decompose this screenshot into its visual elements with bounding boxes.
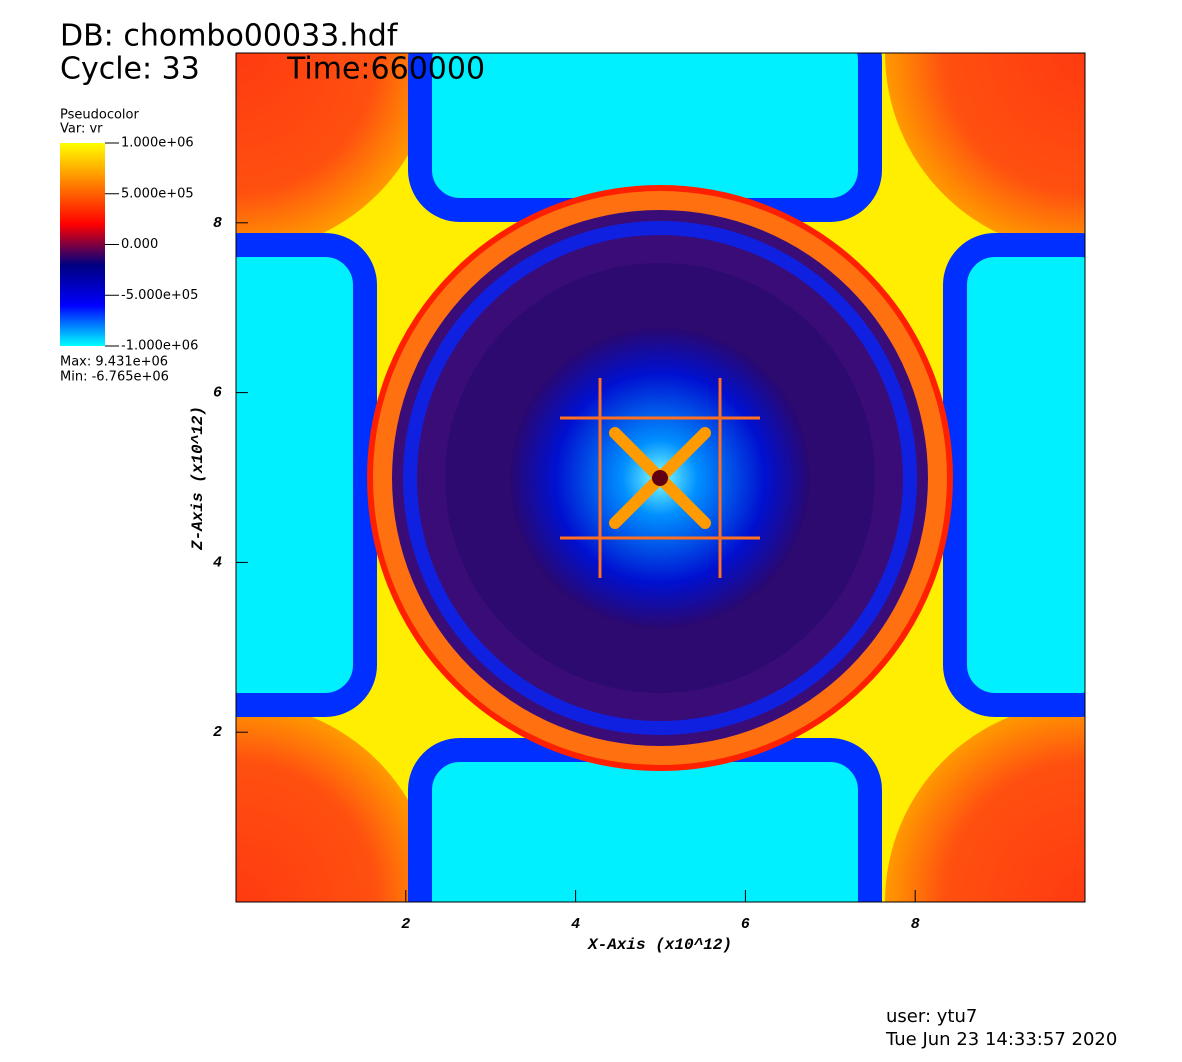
cycle: Cycle: 33: [60, 52, 200, 87]
colorbar: [60, 143, 105, 346]
date: Tue Jun 23 14:33:57 2020: [885, 1029, 1117, 1050]
legend-min: Min: -6.765e+06: [60, 370, 169, 385]
db-title: DB: chombo00033.hdf: [60, 19, 399, 54]
legend-title: Pseudocolor: [60, 108, 139, 123]
x-tick-label: 6: [741, 916, 750, 933]
y-tick-label: 8: [213, 215, 222, 232]
x-tick-label: 2: [401, 916, 410, 933]
colorbar-tick-label: -1.000e+06: [121, 339, 198, 354]
colorbar-tick-label: 5.000e+05: [121, 186, 194, 201]
field-image: [236, 53, 1085, 902]
y-tick-label: 6: [213, 385, 222, 402]
colorbar-tick-label: 1.000e+06: [121, 136, 194, 151]
user: user: ytu7: [886, 1006, 977, 1027]
y-tick-label: 2: [213, 724, 222, 741]
time: Time:660000: [286, 52, 485, 87]
y-axis-label: Z-Axis (x10^12): [189, 406, 207, 551]
colorbar-tick-label: 0.000: [121, 237, 158, 252]
legend-max: Max: 9.431e+06: [60, 355, 168, 370]
colorbar-tick-label: -5.000e+05: [121, 288, 198, 303]
legend-var: Var: vr: [60, 122, 103, 137]
x-axis-label: X-Axis (x10^12): [587, 936, 732, 954]
plot-frame: [235, 52, 1086, 903]
y-tick-label: 4: [213, 554, 222, 571]
x-tick-label: 8: [911, 916, 920, 933]
x-tick-label: 4: [571, 916, 580, 933]
